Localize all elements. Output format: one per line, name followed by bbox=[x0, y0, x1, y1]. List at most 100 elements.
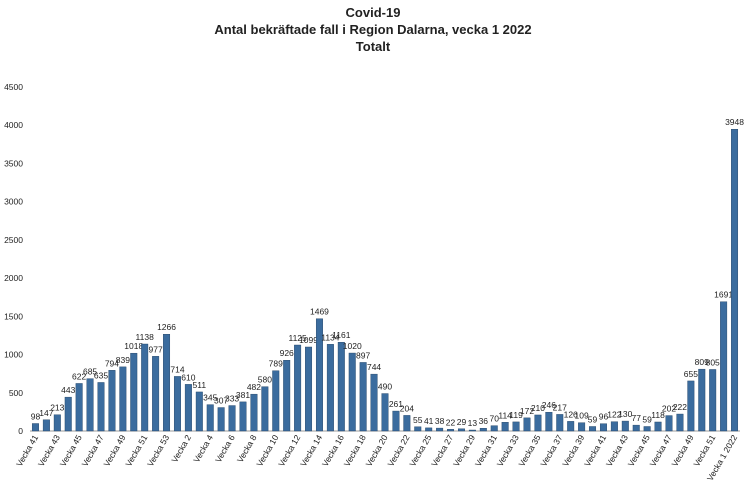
value-label: 381 bbox=[236, 390, 250, 400]
bar bbox=[676, 413, 684, 432]
value-label: 482 bbox=[247, 382, 261, 392]
value-label: 685 bbox=[83, 367, 97, 377]
value-label: 122 bbox=[607, 410, 621, 420]
value-label: 202 bbox=[662, 404, 676, 414]
bar bbox=[599, 423, 607, 432]
value-label: 22 bbox=[446, 417, 456, 427]
bar bbox=[567, 421, 575, 432]
bar bbox=[709, 369, 717, 432]
value-label: 1138 bbox=[136, 332, 155, 342]
bar bbox=[228, 405, 236, 432]
value-label: 118 bbox=[651, 410, 665, 420]
bar bbox=[359, 362, 367, 432]
value-label: 1161 bbox=[332, 330, 351, 340]
bar bbox=[206, 404, 214, 432]
y-tick-label: 4500 bbox=[4, 82, 23, 92]
bar bbox=[86, 378, 94, 432]
y-tick-label: 4000 bbox=[4, 120, 23, 130]
y-tick-label: 3000 bbox=[4, 197, 23, 207]
bar bbox=[578, 422, 586, 432]
bar bbox=[283, 360, 291, 432]
value-label: 977 bbox=[149, 344, 163, 354]
bar bbox=[457, 428, 465, 432]
value-label: 204 bbox=[400, 403, 414, 413]
bar bbox=[479, 428, 487, 432]
value-label: 1125 bbox=[288, 333, 307, 343]
bar bbox=[403, 415, 411, 432]
bar bbox=[447, 429, 455, 432]
value-label: 1020 bbox=[343, 341, 362, 351]
bar bbox=[130, 352, 138, 432]
bar bbox=[294, 344, 302, 432]
value-label: 98 bbox=[31, 412, 41, 422]
y-tick-label: 0 bbox=[18, 426, 23, 436]
value-label: 246 bbox=[542, 400, 556, 410]
value-label: 490 bbox=[378, 382, 392, 392]
bar bbox=[545, 411, 553, 432]
bar bbox=[534, 414, 542, 432]
x-tick-label: Vecka 8 bbox=[235, 433, 259, 464]
bar bbox=[348, 352, 356, 432]
value-label: 36 bbox=[479, 416, 489, 426]
bar bbox=[523, 417, 531, 432]
value-label: 511 bbox=[193, 380, 207, 390]
bar bbox=[152, 356, 160, 432]
value-label: 147 bbox=[39, 408, 53, 418]
value-label: 1099 bbox=[299, 335, 318, 345]
value-label: 109 bbox=[575, 411, 589, 421]
value-label: 130 bbox=[618, 409, 632, 419]
value-label: 1691 bbox=[714, 290, 733, 300]
bar bbox=[315, 318, 323, 432]
value-label: 210 bbox=[531, 403, 545, 413]
bar bbox=[163, 334, 171, 432]
value-label: 794 bbox=[105, 358, 119, 368]
value-label: 59 bbox=[642, 414, 652, 424]
bar bbox=[731, 128, 739, 432]
value-label: 114 bbox=[498, 410, 512, 420]
bar bbox=[42, 419, 50, 432]
bar bbox=[326, 344, 334, 432]
bar bbox=[665, 415, 673, 432]
value-label: 789 bbox=[269, 359, 283, 369]
bar bbox=[392, 410, 400, 432]
value-label: 307 bbox=[214, 396, 228, 406]
bar bbox=[173, 376, 181, 432]
chart-title: Totalt bbox=[356, 39, 391, 54]
bar bbox=[654, 421, 662, 432]
bar bbox=[490, 425, 498, 432]
bar bbox=[381, 393, 389, 432]
value-label: 261 bbox=[389, 399, 403, 409]
value-label: 3948 bbox=[725, 117, 744, 127]
value-label: 222 bbox=[673, 402, 687, 412]
y-tick-label: 2000 bbox=[4, 273, 23, 283]
x-tick-label: Vecka 6 bbox=[213, 433, 237, 464]
bar bbox=[250, 393, 258, 432]
y-tick-label: 1000 bbox=[4, 350, 23, 360]
value-label: 96 bbox=[599, 412, 609, 422]
value-label: 29 bbox=[457, 417, 467, 427]
value-label: 55 bbox=[413, 415, 423, 425]
value-label: 213 bbox=[50, 403, 64, 413]
value-label: 172 bbox=[520, 406, 534, 416]
value-label: 805 bbox=[706, 357, 720, 367]
value-label: 839 bbox=[116, 355, 130, 365]
bar bbox=[53, 414, 61, 432]
bar bbox=[64, 396, 72, 432]
value-label: 1018 bbox=[124, 341, 143, 351]
value-label: 13 bbox=[468, 418, 478, 428]
value-label: 926 bbox=[280, 348, 294, 358]
bar bbox=[31, 423, 39, 432]
bar bbox=[119, 366, 127, 432]
y-tick-label: 2500 bbox=[4, 235, 23, 245]
bar bbox=[632, 424, 640, 432]
value-label: 1469 bbox=[310, 307, 329, 317]
bar bbox=[468, 429, 476, 432]
bar bbox=[184, 384, 192, 432]
bar bbox=[687, 380, 695, 432]
value-label: 345 bbox=[203, 393, 217, 403]
bar bbox=[643, 426, 651, 432]
bar bbox=[589, 426, 597, 432]
value-label: 41 bbox=[424, 416, 434, 426]
bar bbox=[108, 370, 116, 432]
